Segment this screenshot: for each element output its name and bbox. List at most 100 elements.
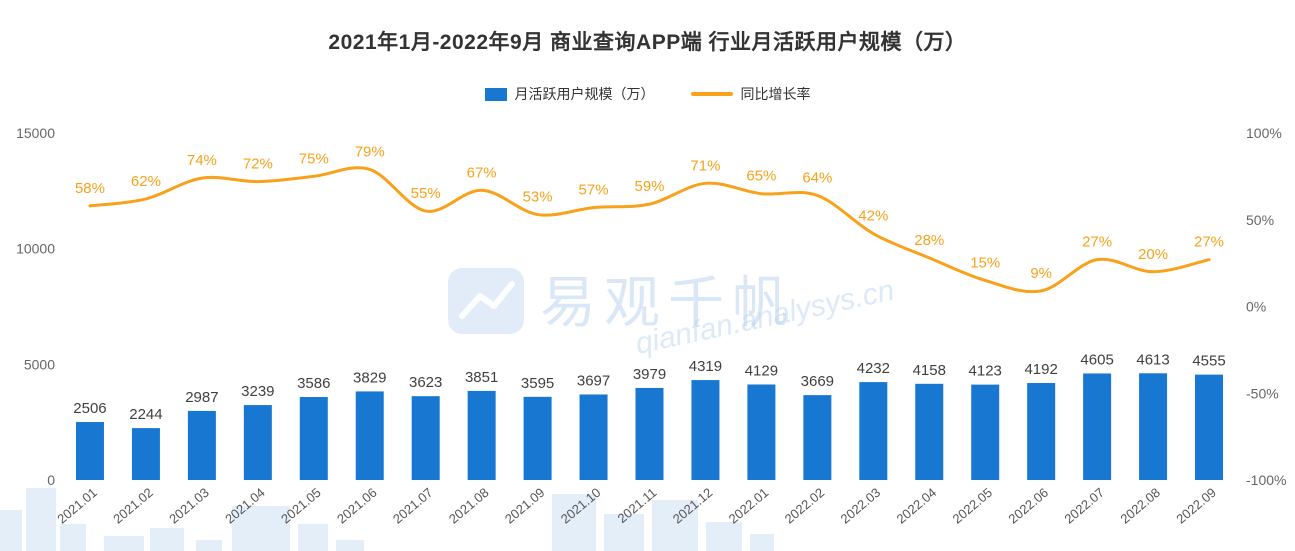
growth-pct-label: 67% <box>467 164 497 181</box>
bar <box>1083 373 1112 480</box>
watermark-building <box>750 534 774 551</box>
y-tick-label-left: 0 <box>47 472 55 488</box>
x-tick-label: 2022.06 <box>1005 485 1051 527</box>
bar-value-label: 3979 <box>633 366 666 383</box>
watermark-building <box>196 540 222 551</box>
bar <box>131 428 160 480</box>
growth-pct-label: 9% <box>1030 265 1052 282</box>
bar <box>859 382 888 480</box>
bar-value-label: 3623 <box>409 374 442 391</box>
line-series-swatch <box>690 92 733 96</box>
y-tick-label-left: 15000 <box>16 125 55 141</box>
y-tick-label-left: 5000 <box>24 356 55 372</box>
y-tick-label-right: 50% <box>1246 212 1274 228</box>
x-tick-label: 2021.02 <box>110 485 156 527</box>
growth-pct-label: 74% <box>187 152 217 169</box>
bar <box>635 387 664 480</box>
watermark-building <box>298 524 328 551</box>
bar-value-label: 3851 <box>465 369 498 386</box>
bar-value-label: 4613 <box>1136 351 1169 368</box>
watermark-building <box>604 514 644 551</box>
watermark-building <box>0 510 22 551</box>
bar <box>1139 373 1168 480</box>
growth-pct-label: 65% <box>746 168 776 185</box>
bar-value-label: 4555 <box>1192 353 1225 370</box>
growth-pct-label: 71% <box>690 157 720 174</box>
bar <box>691 380 720 480</box>
bar <box>299 397 328 480</box>
watermark-building <box>60 524 86 551</box>
watermark-building <box>232 506 290 551</box>
bar <box>523 396 552 480</box>
x-tick-label: 2022.04 <box>894 485 940 527</box>
watermark-building <box>652 500 698 551</box>
bar <box>1195 374 1224 480</box>
growth-pct-label: 27% <box>1194 234 1224 251</box>
bar <box>243 405 272 480</box>
growth-pct-label: 64% <box>802 169 832 186</box>
bar <box>1027 383 1056 480</box>
growth-pct-label: 72% <box>243 156 273 173</box>
bar-value-label: 3595 <box>521 375 554 392</box>
bar-value-label: 3239 <box>241 383 274 400</box>
legend-item-growth[interactable]: 同比增长率 <box>690 84 811 104</box>
bar-value-label: 2506 <box>73 400 106 417</box>
growth-pct-label: 75% <box>299 150 329 167</box>
bar-value-label: 4319 <box>689 358 722 375</box>
bar-value-label: 3697 <box>577 372 610 389</box>
x-tick-label: 2022.08 <box>1117 485 1163 527</box>
y-tick-label-right: -100% <box>1246 472 1286 488</box>
watermark-building <box>336 540 364 551</box>
watermark-brand-text: 易观千帆 <box>540 271 796 334</box>
growth-pct-label: 58% <box>75 180 105 197</box>
legend: 月活跃用户规模（万） 同比增长率 <box>0 84 1295 104</box>
growth-pct-label: 79% <box>355 143 385 160</box>
bar-value-label: 3586 <box>297 375 330 392</box>
legend-label-growth: 同比增长率 <box>740 86 811 102</box>
bar <box>355 391 384 480</box>
bar-series-swatch <box>484 87 507 101</box>
growth-pct-label: 20% <box>1138 246 1168 263</box>
x-tick-label: 2021.07 <box>390 485 436 527</box>
growth-pct-label: 59% <box>634 178 664 195</box>
growth-pct-label: 62% <box>131 173 161 190</box>
bar <box>579 394 608 480</box>
growth-line-path <box>88 166 1211 294</box>
bar-value-label: 2987 <box>185 389 218 406</box>
bar <box>803 395 832 480</box>
growth-pct-label: 28% <box>914 232 944 249</box>
watermark-building <box>26 488 56 551</box>
x-tick-label: 2022.02 <box>782 485 828 527</box>
bar <box>187 410 216 480</box>
growth-pct-label: 55% <box>411 185 441 202</box>
chart-title: 2021年1月-2022年9月 商业查询APP端 行业月活跃用户规模（万） <box>328 31 967 54</box>
y-tick-label-right: 100% <box>1246 125 1282 141</box>
legend-label-mau: 月活跃用户规模（万） <box>514 86 655 102</box>
growth-pct-label: 57% <box>579 182 609 199</box>
bar-value-label: 4232 <box>857 360 890 377</box>
bar-value-label: 4123 <box>969 363 1002 380</box>
bar <box>75 422 104 480</box>
bar <box>411 396 440 480</box>
x-tick-label: 2021.03 <box>166 485 212 527</box>
watermark-building <box>150 528 184 551</box>
x-tick-label: 2021.06 <box>334 485 380 527</box>
bar-value-label: 3669 <box>801 373 834 390</box>
bar-value-label: 4605 <box>1080 351 1113 368</box>
growth-pct-label: 53% <box>523 189 553 206</box>
y-tick-label-right: -50% <box>1246 385 1279 401</box>
growth-pct-label: 15% <box>970 254 1000 271</box>
bar <box>467 390 496 480</box>
x-tick-label: 2021.09 <box>502 485 548 527</box>
y-tick-label-left: 10000 <box>16 241 55 257</box>
watermark-logo-chart-icon <box>459 281 515 319</box>
bar <box>971 384 1000 480</box>
bar-value-label: 4129 <box>745 362 778 379</box>
watermark-building <box>552 494 596 551</box>
x-tick-label: 2021.08 <box>446 485 492 527</box>
x-tick-label: 2022.05 <box>949 485 995 527</box>
y-tick-label-right: 0% <box>1246 299 1266 315</box>
legend-item-mau[interactable]: 月活跃用户规模（万） <box>484 84 655 104</box>
bar-value-label: 3829 <box>353 369 386 386</box>
